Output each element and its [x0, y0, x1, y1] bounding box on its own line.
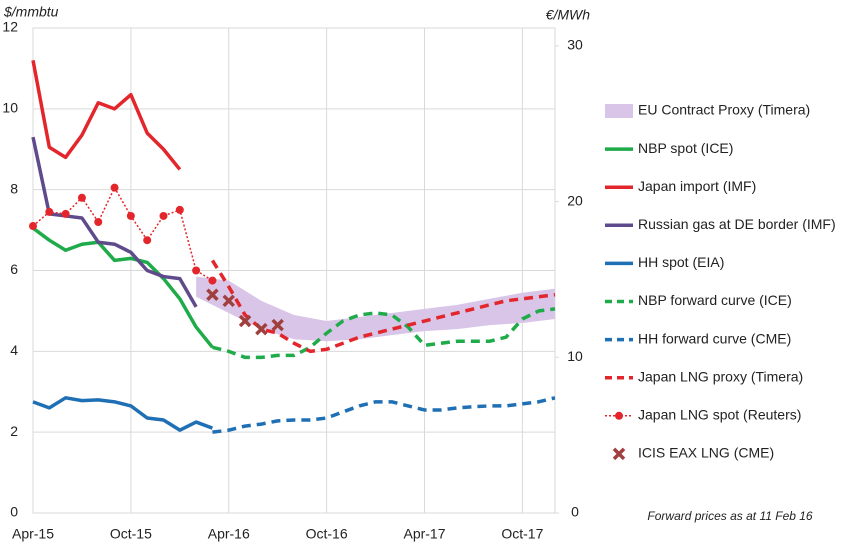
- series-line: [31, 226, 214, 349]
- legend-label: HH forward curve (CME): [638, 330, 791, 346]
- series-line: [31, 136, 198, 308]
- legend-label: NBP spot (ICE): [638, 140, 733, 156]
- point: [175, 205, 184, 214]
- y2-axis-label: €/MWh: [546, 7, 591, 23]
- y-tick-label: 12: [2, 19, 18, 35]
- point: [45, 207, 54, 216]
- cross-marker: [238, 314, 252, 328]
- legend-label: Japan LNG proxy (Timera): [638, 368, 803, 384]
- y-tick-label: 2: [10, 423, 18, 439]
- cross-marker: [222, 294, 235, 308]
- plot-frame: [32, 27, 556, 514]
- point: [61, 209, 70, 218]
- y-tick-label: 4: [10, 342, 18, 358]
- x-tick-label: Apr-15: [12, 526, 54, 542]
- band-area: [196, 276, 555, 342]
- point: [192, 266, 201, 275]
- point: [208, 276, 217, 285]
- point: [159, 211, 168, 220]
- y-axis-label: $/mmbtu: [3, 4, 59, 20]
- series-line: [32, 396, 214, 432]
- cross-marker: [271, 318, 284, 332]
- legend-swatch: [612, 447, 626, 461]
- y2-tick-label: 20: [567, 192, 583, 208]
- point: [29, 222, 37, 231]
- series-line: [31, 60, 182, 171]
- y2-tick-label: 10: [567, 348, 583, 364]
- y2-tick-label: 0: [571, 504, 579, 520]
- cross-marker: [255, 322, 268, 336]
- series-line: [32, 186, 213, 282]
- x-tick-label: Oct-16: [306, 526, 348, 542]
- legend-label: Russian gas at DE border (IMF): [638, 216, 836, 232]
- point: [94, 218, 103, 226]
- point: [143, 236, 152, 245]
- legend-label: Japan LNG spot (Reuters): [638, 407, 801, 423]
- y2-tick-label: 30: [567, 37, 583, 53]
- y-tick-label: 6: [10, 261, 18, 277]
- legend-label: EU Contract Proxy (Timera): [638, 102, 810, 118]
- legend-swatch: [615, 411, 623, 420]
- series-line: [212, 307, 556, 360]
- point: [77, 193, 86, 202]
- legend-swatch: [605, 104, 633, 118]
- series-line: [212, 396, 556, 434]
- y-tick-label: 8: [10, 180, 18, 196]
- y-tick-label: 10: [2, 100, 18, 116]
- annotation: Forward prices as at 11 Feb 16: [647, 509, 813, 523]
- point: [110, 183, 119, 192]
- legend-label: Japan import (IMF): [638, 178, 756, 194]
- cross-marker: [206, 288, 219, 301]
- y-tick-label: 0: [10, 504, 18, 520]
- series-line: [210, 259, 556, 354]
- x-tick-label: Oct-15: [110, 526, 152, 542]
- x-tick-label: Apr-17: [403, 526, 445, 542]
- x-tick-label: Oct-17: [501, 526, 543, 542]
- legend-label: ICIS EAX LNG (CME): [638, 445, 774, 461]
- point: [126, 211, 135, 220]
- legend-label: HH spot (EIA): [638, 254, 724, 270]
- x-tick-label: Apr-16: [208, 526, 250, 542]
- legend-label: NBP forward curve (ICE): [638, 292, 792, 308]
